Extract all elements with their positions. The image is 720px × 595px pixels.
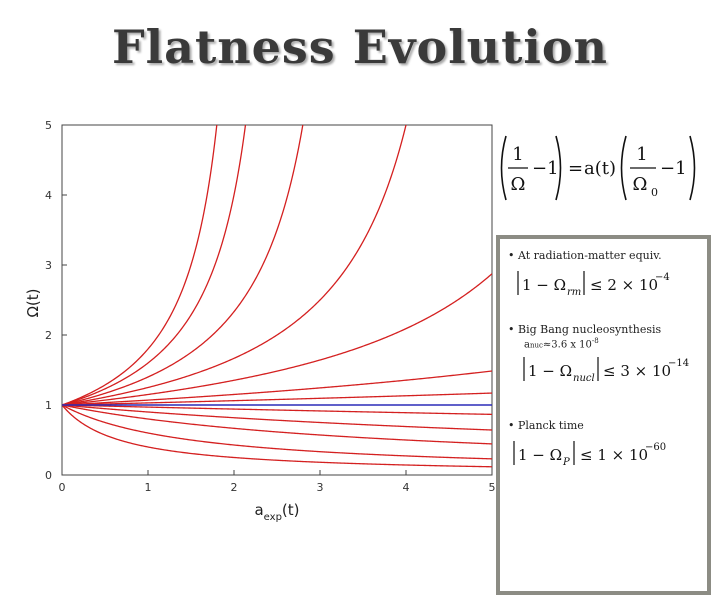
y-tick-label: 1 (45, 399, 52, 412)
omega-curve (62, 392, 492, 406)
eq-a-of-t: a(t) (584, 158, 616, 179)
bullet-nucleosynthesis: • Big Bang nucleosynthesis (508, 323, 661, 336)
bullet-radiation-matter: • At radiation-matter equiv. (508, 249, 662, 262)
x-label-sub: exp (264, 512, 282, 523)
omega-curve (62, 404, 492, 416)
equation-svg: 1 Ω −1 = a(t) 1 Ω 0 −1 (500, 135, 696, 201)
y-tick-label: 2 (45, 329, 52, 342)
omega-curve (62, 404, 492, 460)
axis-ticks: 0 1 2 3 4 5 0 1 2 3 4 5 (45, 119, 496, 494)
ineq-rhs: ≤ 3 × 10 (603, 362, 671, 380)
omega-curve (62, 125, 218, 406)
omega-evolution-chart: 0 1 2 3 4 5 0 1 2 3 4 5 Ω(t) aexp(t) (24, 119, 496, 523)
inequality-rm: 1 − Ω rm ≤ 2 × 10 −4 (517, 271, 670, 298)
bullet-dot: • (508, 249, 515, 262)
left-paren-open (500, 135, 507, 201)
x-axis-label: aexp(t) (254, 501, 299, 523)
eq-minus-one-right: −1 (660, 158, 687, 179)
plot-area (61, 124, 493, 476)
left-paren-close (555, 135, 562, 201)
omega-curve (62, 404, 492, 468)
x-tick-label: 5 (489, 481, 496, 494)
ineq-sub: nucl (573, 373, 595, 384)
omega-curve (62, 125, 247, 406)
ineq-exp: −4 (655, 272, 670, 283)
y-tick-label: 3 (45, 259, 52, 272)
omega-curve (62, 125, 304, 406)
sub-rest: ≈3.6 x 10 (542, 339, 592, 351)
eq-numerator-1: 1 (512, 144, 523, 165)
eq-denominator-omega0: Ω (633, 174, 648, 195)
bullet-text: At radiation-matter equiv. (518, 249, 662, 262)
side-panel: 1 Ω −1 = a(t) 1 Ω 0 −1 • At radiation-mat… (496, 120, 720, 595)
ineq-sub: rm (567, 287, 581, 298)
ineq-lhs: 1 − Ω (522, 276, 566, 294)
bullet-dot: • (508, 323, 515, 336)
inequality-planck: 1 − Ω P ≤ 1 × 10 −60 (513, 441, 666, 468)
right-paren-open (620, 135, 627, 201)
y-axis-label: Ω(t) (24, 288, 42, 317)
eq-equals: = (568, 158, 583, 179)
x-tick-label: 4 (403, 481, 410, 494)
x-tick-label: 2 (231, 481, 238, 494)
x-tick-label: 0 (59, 481, 66, 494)
ineq-exp: −14 (668, 358, 689, 369)
constraints-box: • At radiation-matter equiv. 1 − Ω rm ≤ 2… (496, 235, 711, 595)
bullet-text: Big Bang nucleosynthesis (518, 323, 662, 336)
right-paren-close (689, 135, 696, 201)
sub-a: a (524, 339, 530, 351)
omega-curve (62, 273, 492, 406)
nucleosynthesis-scale: anuc≈3.6 x 10-8 (524, 337, 599, 350)
bullet-text: Planck time (518, 419, 584, 432)
omega-curve (62, 370, 492, 406)
x-label-tail: (t) (282, 501, 300, 519)
x-tick-label: 1 (145, 481, 152, 494)
eq-denominator-omega: Ω (511, 174, 526, 195)
eq-minus-one-left: −1 (532, 158, 559, 179)
ineq-lhs: 1 − Ω (518, 446, 562, 464)
x-label-main: a (254, 501, 263, 519)
y-tick-label: 4 (45, 189, 52, 202)
omega-curve (62, 125, 407, 406)
ineq-lhs: 1 − Ω (528, 362, 572, 380)
sub-a-sub: nuc (529, 341, 543, 350)
ineq-exp: −60 (645, 442, 666, 453)
curves-group (62, 125, 492, 468)
eq-numerator-2: 1 (636, 144, 647, 165)
sub-exp: -8 (591, 337, 599, 345)
flatness-equation: 1 Ω −1 = a(t) 1 Ω 0 −1 (496, 128, 696, 208)
x-tick-label: 3 (317, 481, 324, 494)
inequality-nucl: 1 − Ω nucl ≤ 3 × 10 −14 (523, 357, 689, 384)
y-tick-label: 0 (45, 469, 52, 482)
ineq-sub: P (562, 457, 570, 468)
slide-title: Flatness Evolution (112, 20, 608, 74)
chart-panel: 0 1 2 3 4 5 0 1 2 3 4 5 Ω(t) aexp(t) (0, 115, 500, 540)
y-tick-label: 5 (45, 119, 52, 132)
eq-omega0-subscript: 0 (651, 186, 658, 199)
bullet-planck: • Planck time (508, 419, 584, 432)
ineq-rhs: ≤ 2 × 10 (590, 276, 658, 294)
bullet-dot: • (508, 419, 515, 432)
omega-curve (62, 404, 492, 431)
omega-curve (62, 404, 492, 445)
ineq-rhs: ≤ 1 × 10 (580, 446, 648, 464)
